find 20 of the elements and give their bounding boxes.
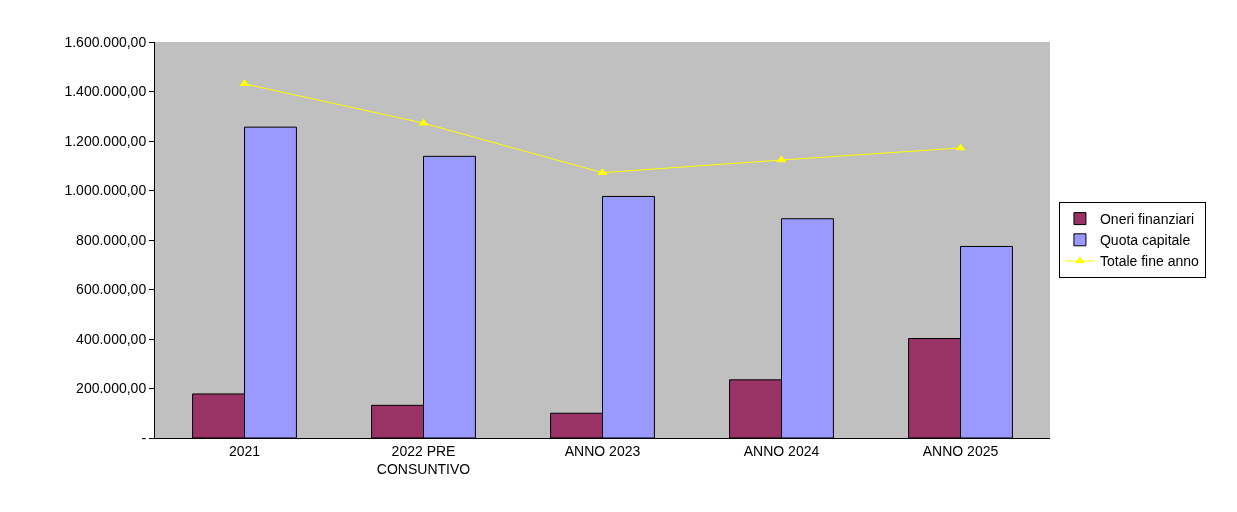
legend-label: Totale fine anno [1099, 253, 1200, 270]
legend-label: Oneri finanziari [1099, 211, 1195, 228]
x-tick-label: ANNO 2023 [564, 442, 641, 459]
y-tick-label: 1.000.000,00 [64, 182, 147, 199]
point [239, 79, 250, 87]
x-tick-label: 2021 [228, 442, 261, 459]
x-tick-label: 2022 PRE CONSUNTIVO [376, 442, 471, 477]
legend-label: Quota capitale [1099, 232, 1191, 249]
y-tick-label: 600.000,00 [76, 281, 147, 298]
y-tick-label: 1.400.000,00 [64, 83, 147, 100]
x-tick-label: ANNO 2025 [922, 442, 999, 459]
y-tick-label: 400.000,00 [76, 330, 147, 347]
y-tick-label: - [141, 429, 147, 446]
y-tick-label: 1.600.000,00 [64, 33, 147, 50]
point [955, 143, 966, 151]
y-tick-label: 1.200.000,00 [64, 132, 147, 149]
y-tick-label: 800.000,00 [76, 231, 147, 248]
x-tick-label: ANNO 2024 [743, 442, 820, 459]
y-tick-label: 200.000,00 [76, 380, 147, 397]
point [776, 155, 787, 163]
